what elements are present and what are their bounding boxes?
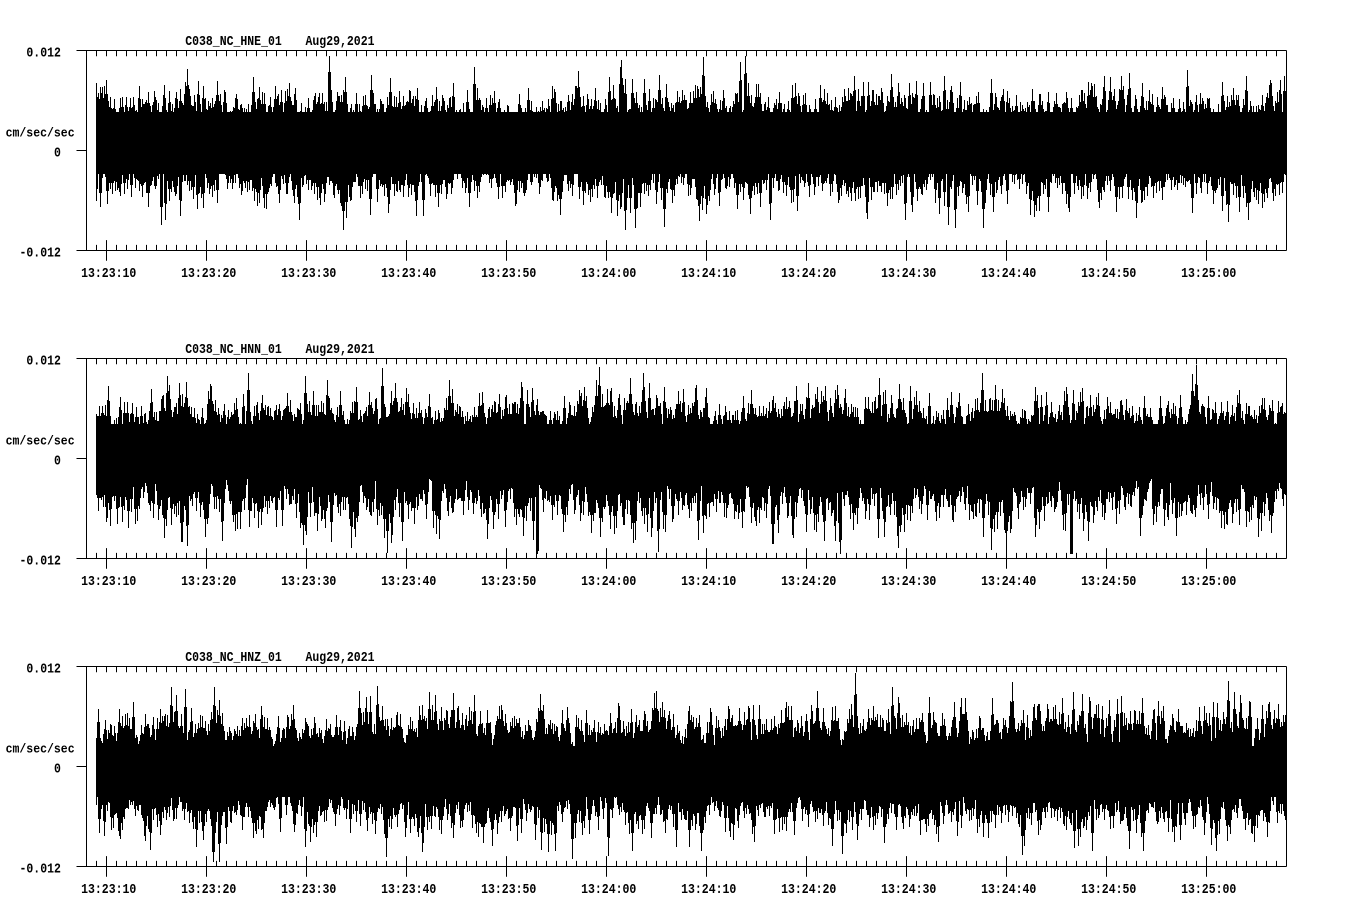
svg-text:13:24:00: 13:24:00: [581, 882, 636, 898]
svg-text:13:24:20: 13:24:20: [781, 266, 836, 282]
svg-text:13:25:00: 13:25:00: [1181, 574, 1236, 590]
svg-text:0.012: 0.012: [26, 353, 61, 369]
svg-text:13:23:50: 13:23:50: [481, 574, 536, 590]
svg-text:13:24:10: 13:24:10: [681, 266, 736, 282]
svg-text:C038_NC_HNN_01: C038_NC_HNN_01: [185, 342, 282, 358]
svg-text:13:24:10: 13:24:10: [681, 882, 736, 898]
svg-text:13:24:40: 13:24:40: [981, 882, 1036, 898]
svg-text:13:24:40: 13:24:40: [981, 266, 1036, 282]
svg-text:13:24:00: 13:24:00: [581, 266, 636, 282]
svg-text:13:24:50: 13:24:50: [1081, 882, 1136, 898]
svg-text:13:23:10: 13:23:10: [81, 574, 136, 590]
svg-text:13:24:20: 13:24:20: [781, 882, 836, 898]
svg-text:-0.012: -0.012: [20, 553, 61, 569]
svg-text:13:23:10: 13:23:10: [81, 882, 136, 898]
svg-text:13:23:30: 13:23:30: [281, 266, 336, 282]
svg-text:cm/sec/sec: cm/sec/sec: [6, 435, 75, 449]
svg-text:13:23:30: 13:23:30: [281, 574, 336, 590]
svg-text:13:24:00: 13:24:00: [581, 574, 636, 590]
svg-text:13:25:00: 13:25:00: [1181, 882, 1236, 898]
svg-text:13:24:30: 13:24:30: [881, 882, 936, 898]
svg-text:Aug29,2021: Aug29,2021: [306, 34, 375, 50]
svg-text:C038_NC_HNE_01: C038_NC_HNE_01: [185, 34, 282, 50]
svg-text:0.012: 0.012: [26, 45, 61, 61]
svg-text:0: 0: [54, 145, 61, 161]
svg-text:0: 0: [54, 761, 61, 777]
svg-text:13:23:30: 13:23:30: [281, 882, 336, 898]
svg-text:13:24:20: 13:24:20: [781, 574, 836, 590]
svg-text:-0.012: -0.012: [20, 861, 61, 877]
svg-text:0.012: 0.012: [26, 661, 61, 677]
svg-text:13:23:50: 13:23:50: [481, 266, 536, 282]
svg-text:13:23:20: 13:23:20: [181, 882, 236, 898]
svg-text:13:25:00: 13:25:00: [1181, 266, 1236, 282]
svg-text:13:24:50: 13:24:50: [1081, 266, 1136, 282]
svg-text:13:23:50: 13:23:50: [481, 882, 536, 898]
svg-text:13:23:40: 13:23:40: [381, 882, 436, 898]
svg-text:13:23:20: 13:23:20: [181, 266, 236, 282]
svg-text:13:24:40: 13:24:40: [981, 574, 1036, 590]
svg-text:Aug29,2021: Aug29,2021: [306, 650, 375, 666]
svg-text:13:23:20: 13:23:20: [181, 574, 236, 590]
svg-text:0: 0: [54, 453, 61, 469]
svg-text:13:24:10: 13:24:10: [681, 574, 736, 590]
svg-text:C038_NC_HNZ_01: C038_NC_HNZ_01: [185, 650, 282, 666]
svg-text:13:24:50: 13:24:50: [1081, 574, 1136, 590]
svg-text:13:23:10: 13:23:10: [81, 266, 136, 282]
svg-text:-0.012: -0.012: [20, 245, 61, 261]
svg-text:13:24:30: 13:24:30: [881, 574, 936, 590]
svg-text:13:23:40: 13:23:40: [381, 574, 436, 590]
svg-text:cm/sec/sec: cm/sec/sec: [6, 743, 75, 757]
svg-text:Aug29,2021: Aug29,2021: [306, 342, 375, 358]
svg-text:cm/sec/sec: cm/sec/sec: [6, 127, 75, 141]
svg-text:13:23:40: 13:23:40: [381, 266, 436, 282]
svg-text:13:24:30: 13:24:30: [881, 266, 936, 282]
